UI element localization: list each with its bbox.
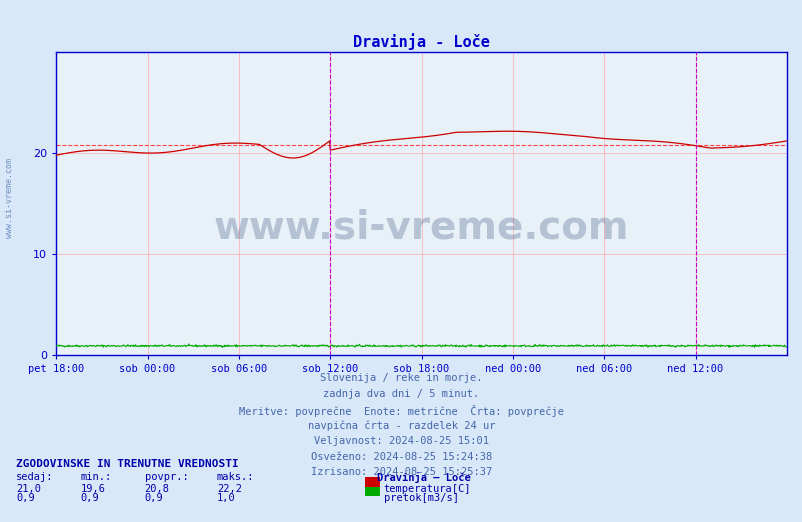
Text: 0,9: 0,9 — [16, 493, 34, 503]
Text: 0,9: 0,9 — [144, 493, 163, 503]
Text: 21,0: 21,0 — [16, 484, 41, 494]
Text: www.si-vreme.com: www.si-vreme.com — [5, 158, 14, 239]
Bar — [365, 487, 379, 496]
Text: Slovenija / reke in morje.: Slovenija / reke in morje. — [320, 373, 482, 383]
Text: povpr.:: povpr.: — [144, 472, 188, 482]
Text: Osveženo: 2024-08-25 15:24:38: Osveženo: 2024-08-25 15:24:38 — [310, 452, 492, 461]
Text: navpična črta - razdelek 24 ur: navpična črta - razdelek 24 ur — [307, 420, 495, 431]
Text: ZGODOVINSKE IN TRENUTNE VREDNOSTI: ZGODOVINSKE IN TRENUTNE VREDNOSTI — [16, 459, 238, 469]
Text: Izrisano: 2024-08-25 15:25:37: Izrisano: 2024-08-25 15:25:37 — [310, 467, 492, 477]
Text: temperatura[C]: temperatura[C] — [383, 484, 471, 494]
Text: 20,8: 20,8 — [144, 484, 169, 494]
Text: 22,2: 22,2 — [217, 484, 241, 494]
Text: 1,0: 1,0 — [217, 493, 235, 503]
Title: Dravinja - Loče: Dravinja - Loče — [353, 33, 489, 50]
Text: zadnja dva dni / 5 minut.: zadnja dva dni / 5 minut. — [323, 389, 479, 399]
Text: 19,6: 19,6 — [80, 484, 105, 494]
Text: pretok[m3/s]: pretok[m3/s] — [383, 493, 458, 503]
Text: Meritve: povprečne  Enote: metrične  Črta: povprečje: Meritve: povprečne Enote: metrične Črta:… — [239, 405, 563, 417]
Text: www.si-vreme.com: www.si-vreme.com — [213, 209, 629, 247]
Text: min.:: min.: — [80, 472, 111, 482]
Bar — [365, 477, 379, 487]
Text: Veljavnost: 2024-08-25 15:01: Veljavnost: 2024-08-25 15:01 — [314, 436, 488, 446]
Text: Dravinja – Loče: Dravinja – Loče — [377, 472, 471, 483]
Text: 0,9: 0,9 — [80, 493, 99, 503]
Text: maks.:: maks.: — [217, 472, 254, 482]
Text: sedaj:: sedaj: — [16, 472, 54, 482]
